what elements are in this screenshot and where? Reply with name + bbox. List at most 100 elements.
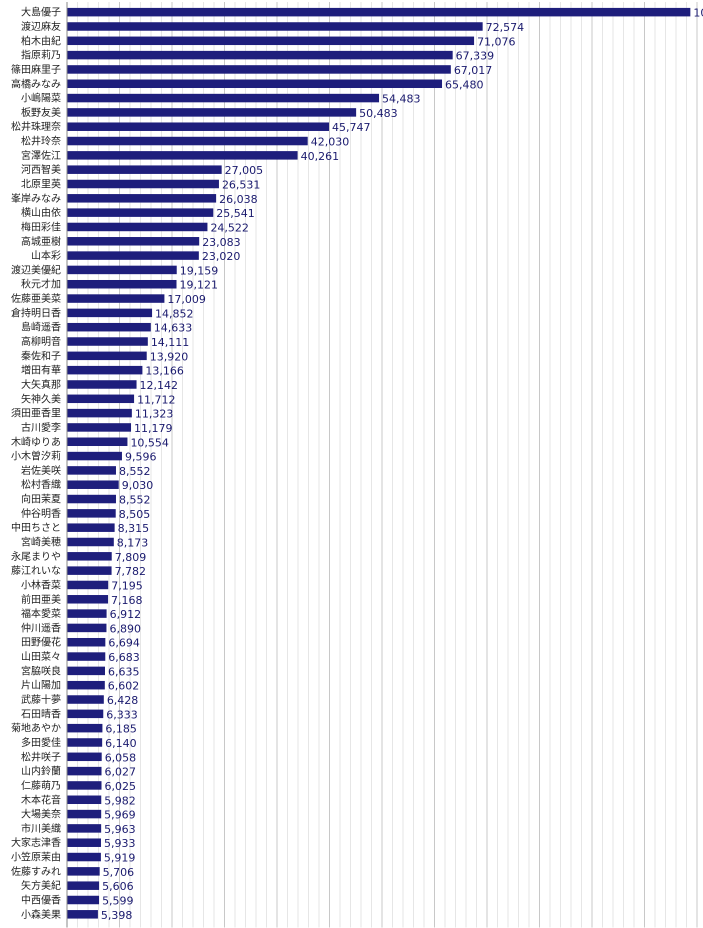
value-label: 5,982 (104, 794, 136, 807)
category-label: 片山陽加 (21, 679, 61, 692)
bar (67, 165, 222, 174)
category-label: 前田亜美 (21, 593, 61, 606)
category-label: 松井玲奈 (21, 135, 61, 148)
bar (67, 122, 330, 131)
category-label: 大島優子 (21, 6, 61, 19)
value-label: 6,694 (108, 637, 140, 650)
bar (67, 351, 147, 361)
bar (67, 824, 102, 833)
value-label: 6,890 (109, 622, 141, 635)
category-label: 小笠原茉由 (11, 851, 61, 864)
category-label: 向田茉夏 (21, 493, 61, 506)
bar (67, 93, 380, 103)
category-label: 北原里英 (21, 178, 61, 191)
category-label: 小森美果 (21, 908, 61, 921)
bar (67, 251, 199, 260)
bar (67, 537, 114, 547)
value-label: 6,428 (107, 694, 139, 707)
category-label: 多田愛佳 (21, 736, 61, 749)
category-label: 高橋みなみ (11, 77, 61, 90)
category-label: 矢神久美 (21, 392, 61, 405)
value-label: 6,185 (105, 723, 137, 736)
value-label: 5,933 (104, 837, 136, 850)
bar (67, 179, 219, 189)
value-label: 11,712 (137, 393, 176, 406)
bar (67, 437, 128, 447)
bar (67, 723, 103, 733)
bar (67, 509, 116, 518)
category-label: 峯岸みなみ (11, 193, 61, 205)
bar (67, 7, 691, 17)
bar (67, 781, 102, 790)
bar (67, 595, 109, 604)
value-label: 7,782 (115, 565, 147, 578)
bar (67, 222, 208, 232)
value-label: 50,483 (359, 107, 398, 120)
value-label: 5,706 (103, 866, 134, 879)
bar (67, 308, 153, 318)
value-label: 14,852 (155, 307, 194, 320)
value-label: 5,919 (104, 852, 135, 865)
value-label: 8,315 (118, 522, 150, 535)
category-label: 中田ちさと (11, 521, 61, 534)
category-label: 山本彩 (31, 249, 61, 262)
bar (67, 423, 132, 432)
category-label: 秦佐和子 (21, 349, 61, 362)
bar (67, 609, 107, 618)
value-label: 11,179 (134, 422, 173, 435)
category-label: 市川美織 (21, 822, 61, 835)
value-label: 8,173 (117, 537, 148, 550)
value-label: 5,606 (102, 880, 133, 893)
category-label: 渡辺麻友 (21, 20, 61, 33)
category-label: 指原莉乃 (21, 49, 61, 62)
bar (67, 480, 119, 489)
bar (67, 695, 104, 704)
category-label: 山内鈴蘭 (21, 765, 61, 778)
bar (67, 623, 107, 633)
bar (67, 680, 105, 690)
category-label: 大矢真那 (21, 378, 61, 391)
bar (67, 136, 308, 146)
bar (67, 652, 106, 661)
category-label: 板野友美 (21, 106, 61, 119)
bar (67, 65, 451, 74)
category-label: 小木曽汐莉 (11, 450, 61, 463)
bar (67, 881, 100, 890)
value-label: 5,969 (104, 809, 136, 822)
bar (67, 108, 357, 117)
value-label: 6,333 (106, 708, 137, 721)
bar (67, 50, 453, 60)
bar (67, 580, 109, 590)
bar (67, 451, 122, 461)
bar (67, 895, 100, 905)
value-label: 14,111 (151, 336, 190, 349)
bar (67, 408, 132, 418)
value-label: 72,574 (486, 21, 525, 34)
value-label: 65,480 (445, 78, 484, 91)
value-label: 24,522 (210, 221, 249, 234)
category-label: 高柳明音 (21, 335, 61, 348)
category-label: 福本愛菜 (21, 607, 61, 620)
value-label: 7,168 (111, 594, 143, 607)
bar (67, 208, 214, 217)
category-label: 木本花音 (21, 793, 61, 806)
value-label: 5,398 (101, 909, 133, 922)
bars (67, 7, 691, 919)
category-label: 大場美奈 (21, 808, 61, 821)
value-label: 13,920 (150, 350, 189, 363)
value-label: 8,552 (119, 494, 151, 507)
bar (67, 337, 148, 346)
category-label: 武藤十夢 (21, 693, 61, 706)
bar (67, 838, 101, 847)
category-label: 高城亜樹 (21, 235, 61, 248)
bar (67, 910, 98, 919)
bar (67, 709, 104, 719)
category-label: 矢方美紀 (21, 879, 61, 892)
category-label: 木崎ゆりあ (11, 435, 61, 448)
category-label: 須田亜香里 (11, 408, 61, 420)
category-label: 松井咲子 (21, 750, 61, 763)
value-label: 6,912 (110, 608, 142, 621)
bar (67, 237, 200, 246)
value-label: 14,633 (154, 322, 193, 335)
